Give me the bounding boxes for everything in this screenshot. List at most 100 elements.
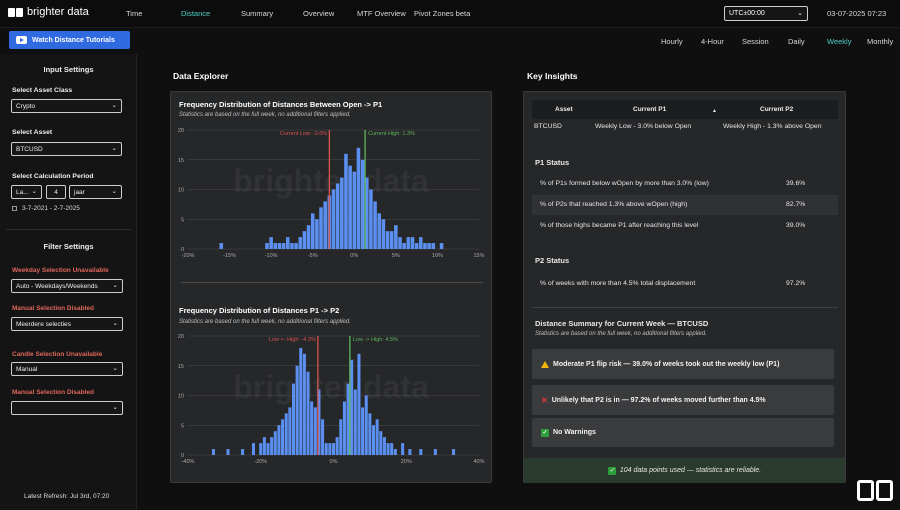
histogram-bar [389, 231, 394, 249]
histogram-bar [335, 183, 340, 249]
summary-title: Distance Summary for Current Week — BTCU… [535, 319, 709, 328]
histogram-bar [439, 243, 444, 249]
histogram-bar [390, 443, 394, 455]
brand-logo[interactable]: brighter data [8, 6, 89, 18]
timeframe-monthly[interactable]: Monthly [867, 37, 894, 46]
col-asset[interactable]: Asset [555, 106, 573, 113]
timezone-value: UTC±00:00 [729, 10, 765, 17]
period-type-select[interactable]: jaar ⌄ [69, 185, 122, 199]
sort-arrow-icon[interactable]: ▲ [712, 108, 717, 114]
histogram-bar [285, 237, 290, 249]
p1-row: % of P1s formed below wOpen by more than… [532, 174, 838, 194]
marker-label: Low -> High: 4.5% [353, 337, 398, 343]
timeframe-4hour[interactable]: 4-Hour [701, 37, 724, 46]
settings-sidebar: Input Settings Select Asset Class Crypto… [0, 54, 137, 510]
histogram-bar [408, 449, 412, 455]
chevron-down-icon: ⌄ [112, 365, 118, 372]
col-current-p2[interactable]: Current P2 [760, 106, 794, 113]
manual-disabled-label-2: Manual Selection Disabled [12, 389, 94, 396]
period-unit-select[interactable]: La... ⌄ [11, 185, 42, 199]
histogram-bar [259, 443, 263, 455]
marker-label: Current High: 1.3% [368, 131, 415, 137]
y-tick-label: 5 [181, 423, 184, 429]
histogram-bar [219, 243, 224, 249]
x-tick-label: -20% [182, 253, 195, 259]
alert-text: Moderate P1 flip risk — 39.0% of weeks t… [553, 360, 780, 368]
weekday-select[interactable]: Auto - Weekdays/Weekends ⌄ [11, 279, 123, 293]
chart2-title: Frequency Distribution of Distances P1 -… [179, 306, 340, 315]
histogram-bar [277, 243, 282, 249]
watch-tutorials-button[interactable]: Watch Distance Tutorials [9, 31, 130, 49]
histogram-bar [452, 449, 456, 455]
y-tick-label: 20 [178, 334, 184, 340]
histogram-bar [433, 449, 437, 455]
histogram-bar [290, 243, 294, 249]
y-tick-label: 15 [178, 158, 184, 164]
key-insights-panel: Asset Current P1 ▲ Current P2 BTCUSD Wee… [523, 91, 846, 483]
y-tick-label: 0 [181, 247, 184, 253]
histogram-bar [299, 347, 303, 455]
histogram-bar [317, 389, 321, 455]
p2-status-title: P2 Status [535, 256, 570, 265]
tab-distance[interactable]: Distance [181, 9, 211, 18]
p1-row-value: 39.6% [786, 180, 806, 187]
histogram-bar [321, 419, 325, 455]
x-tick-label: -10% [265, 253, 278, 259]
p1-row-label: % of those highs became P1 after reachin… [540, 222, 699, 229]
chart-divider [181, 282, 483, 283]
timeframe-hourly[interactable]: Hourly [661, 37, 683, 46]
tab-pivot-zones[interactable]: Pivot Zones beta [414, 9, 471, 18]
weekday-unavailable-label: Weekday Selection Unavailable [12, 267, 109, 274]
cross-icon: ✕ [541, 395, 548, 405]
histogram-bar [385, 231, 390, 249]
summary-subtitle: Statistics are based on the full week, n… [535, 331, 707, 337]
key-insights-title: Key Insights [527, 71, 578, 81]
current-datetime: 03-07-2025 07:23 [827, 9, 887, 18]
histogram-bar [398, 237, 402, 249]
asset-select[interactable]: BTCUSD ⌄ [11, 142, 122, 156]
chevron-down-icon: ⌄ [112, 282, 118, 289]
p1-row-value: 82.7% [786, 201, 806, 208]
histogram-bar [371, 425, 376, 455]
y-tick-label: 5 [181, 217, 184, 223]
period-count-input[interactable]: 4 [46, 185, 66, 199]
tab-time[interactable]: Time [126, 9, 143, 18]
chart1-histogram: brighter data 0 5 10 15 20 -20% -15% -10% -5% 0% 5%… [178, 128, 485, 259]
histogram-bar [270, 437, 274, 455]
p1-row-value: 39.0% [786, 222, 806, 229]
col-current-p1[interactable]: Current P1 [633, 106, 667, 113]
histogram-bar [431, 243, 436, 249]
x-tick-label: 20% [401, 459, 412, 465]
tab-overview[interactable]: Overview [303, 9, 335, 18]
candle-unavailable-label: Candle Selection Unavailable [12, 351, 103, 358]
histogram-bar [375, 419, 379, 455]
calendar-icon[interactable] [12, 206, 17, 211]
histogram-bar [344, 153, 348, 249]
sidebar-divider [6, 229, 131, 230]
y-tick-label: 10 [178, 394, 184, 400]
timezone-select[interactable]: UTC±00:00 ⌄ [724, 6, 808, 21]
timeframe-daily[interactable]: Daily [788, 37, 805, 46]
asset-class-select[interactable]: Crypto ⌄ [11, 99, 122, 113]
chevron-down-icon: ⌄ [31, 188, 37, 195]
chevron-down-icon: ⌄ [111, 145, 117, 152]
filter-settings-title: Filter Settings [43, 242, 94, 251]
tab-mtf-overview[interactable]: MTF Overview [357, 9, 406, 18]
timeframe-session[interactable]: Session [742, 37, 769, 46]
histogram-bar [291, 383, 296, 455]
manual-select[interactable]: Meerdere selecties ⌄ [11, 317, 123, 331]
manual-select-2[interactable]: ⌄ [11, 401, 123, 415]
candle-select[interactable]: Manual ⌄ [11, 362, 123, 376]
histogram-bar [346, 383, 350, 455]
cell-current-p1: Weekly Low - 3.0% below Open [595, 123, 692, 130]
chevron-down-icon: ⌄ [111, 102, 117, 109]
timeframe-weekly[interactable]: Weekly [827, 37, 852, 46]
histogram-bar [262, 437, 266, 455]
alert-flip-risk: Moderate P1 flip risk — 39.0% of weeks t… [532, 349, 834, 379]
histogram-bar [419, 449, 423, 455]
tab-summary[interactable]: Summary [241, 9, 274, 18]
p1-row-label: % of P2s that reached 1.3% above wOpen (… [540, 201, 688, 208]
histogram-bar [379, 431, 383, 455]
histogram-bar [373, 201, 377, 249]
p1-row-label: % of P1s formed below wOpen by more than… [540, 180, 709, 187]
